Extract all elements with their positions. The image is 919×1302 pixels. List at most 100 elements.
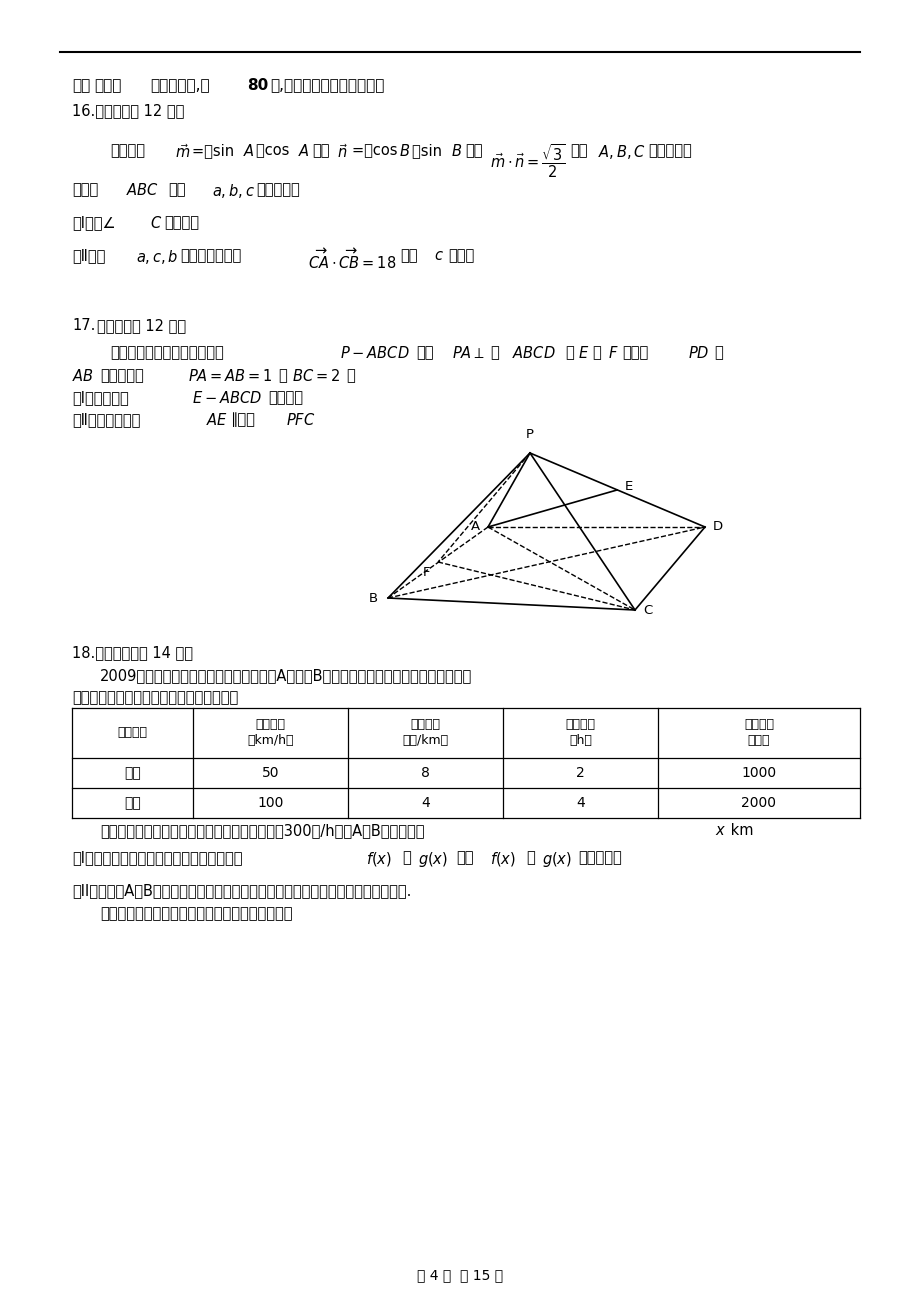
Text: 第 4 页  共 15 页: 第 4 页 共 15 页: [416, 1268, 503, 1282]
Text: 2009年某公司要将一批不易存放的蔬菜从A地运到B地，有汽车、火车两种运输工具可供选: 2009年某公司要将一批不易存放的蔬菜从A地运到B地，有汽车、火车两种运输工具可…: [100, 668, 471, 684]
Text: $f(x)$: $f(x)$: [490, 850, 516, 868]
Text: 2: 2: [575, 766, 584, 780]
Text: 三角形: 三角形: [72, 182, 98, 197]
Text: 成等比数列，且: 成等比数列，且: [180, 247, 241, 263]
Text: $PFC$: $PFC$: [286, 411, 315, 428]
Text: ，: ，: [564, 345, 573, 359]
Text: 的值。: 的值。: [448, 247, 473, 263]
Text: $\vec{m}\cdot\vec{n}=\dfrac{\sqrt{3}}{2}$: $\vec{m}\cdot\vec{n}=\dfrac{\sqrt{3}}{2}…: [490, 143, 565, 181]
Text: =（cos: =（cos: [352, 143, 402, 158]
Text: B: B: [369, 591, 378, 604]
Text: （km/h）: （km/h）: [247, 734, 293, 747]
Text: $B$: $B$: [399, 143, 410, 159]
Text: $f(x)$: $f(x)$: [366, 850, 391, 868]
Text: 火车: 火车: [124, 796, 141, 810]
Text: （元/km）: （元/km）: [402, 734, 448, 747]
Text: ，且: ，且: [570, 143, 587, 158]
Text: $c$: $c$: [434, 247, 443, 263]
Text: （II）试根据A、B两地距离大小比较采用哪种运输工具比较好（即运输总费用最小）.: （II）试根据A、B两地距离大小比较采用哪种运输工具比较好（即运输总费用最小）.: [72, 883, 411, 898]
Text: （Ⅱ）若: （Ⅱ）若: [72, 247, 106, 263]
Text: （Ⅰ）求∠: （Ⅰ）求∠: [72, 215, 116, 230]
Text: 若这批蔬菜在运输过程（含装卸时间）中损耗为300元/h，设A、B两地距离为: 若这批蔬菜在运输过程（含装卸时间）中损耗为300元/h，设A、B两地距离为: [100, 823, 424, 838]
Text: 、: 、: [526, 850, 534, 865]
Text: 汽车: 汽车: [124, 766, 141, 780]
Text: ∥平面: ∥平面: [230, 411, 255, 427]
Text: $P-ABCD$: $P-ABCD$: [340, 345, 409, 361]
Text: C: C: [642, 604, 652, 617]
Text: $E-ABCD$: $E-ABCD$: [192, 391, 262, 406]
Text: D: D: [712, 521, 722, 534]
Text: $PD$: $PD$: [687, 345, 709, 361]
Text: （Ⅰ）求四棱锥: （Ⅰ）求四棱锥: [72, 391, 129, 405]
Text: 分别是锐角: 分别是锐角: [647, 143, 691, 158]
Text: $a,b,c$: $a,b,c$: [211, 182, 255, 201]
Text: 已知向量: 已知向量: [110, 143, 145, 158]
Text: 50: 50: [262, 766, 279, 780]
Text: $E$: $E$: [577, 345, 588, 361]
Text: E: E: [624, 479, 632, 492]
Text: 4: 4: [575, 796, 584, 810]
Text: ，: ，: [346, 368, 355, 383]
Text: 的表达式；: 的表达式；: [577, 850, 621, 865]
Text: 2000: 2000: [741, 796, 776, 810]
Text: km: km: [725, 823, 753, 838]
Text: 面: 面: [490, 345, 498, 359]
Text: $AB$: $AB$: [72, 368, 94, 384]
Text: A: A: [471, 521, 480, 534]
Text: $g(x)$: $g(x)$: [417, 850, 448, 868]
Text: $A,B,C$: $A,B,C$: [597, 143, 645, 161]
Text: 的体积；: 的体积；: [267, 391, 302, 405]
Text: ，sin: ，sin: [412, 143, 446, 158]
Text: （h）: （h）: [569, 734, 591, 747]
Text: 如图，在底面是矩形的四棱锥: 如图，在底面是矩形的四棱锥: [110, 345, 223, 359]
Text: 装卸费用: 装卸费用: [743, 719, 773, 732]
Text: 所对的角。: 所对的角。: [255, 182, 300, 197]
Text: $\overrightarrow{CA}\cdot\overrightarrow{CB}=18$: $\overrightarrow{CA}\cdot\overrightarrow…: [308, 247, 396, 272]
Text: ），: ），: [312, 143, 329, 158]
Text: 中，: 中，: [415, 345, 433, 359]
Text: $A$: $A$: [243, 143, 255, 159]
Text: $a,c,b$: $a,c,b$: [136, 247, 178, 266]
Text: 80: 80: [246, 78, 268, 92]
Text: 为别为: 为别为: [621, 345, 648, 359]
Text: $\vec{m}$: $\vec{m}$: [175, 143, 190, 161]
Text: 、: 、: [591, 345, 600, 359]
Text: （共６小题,共: （共６小题,共: [150, 78, 210, 92]
Text: $\vec{n}$: $\vec{n}$: [336, 143, 347, 161]
Text: 18.（本小题满分 14 分）: 18.（本小题满分 14 分）: [72, 644, 193, 660]
Text: 装卸时间: 装卸时间: [565, 719, 595, 732]
Text: $ABC$: $ABC$: [126, 182, 159, 198]
Text: 8: 8: [421, 766, 429, 780]
Text: 三．: 三．: [72, 78, 90, 92]
Text: （I）设采用汽车与火车运输的总费用分别为: （I）设采用汽车与火车运输的总费用分别为: [72, 850, 243, 865]
Text: ），: ），: [464, 143, 482, 158]
Text: 途中费用: 途中费用: [410, 719, 440, 732]
Text: $g(x)$: $g(x)$: [541, 850, 572, 868]
Text: 4: 4: [421, 796, 429, 810]
Text: （本题满分 12 分）: （本题满分 12 分）: [96, 318, 186, 333]
Text: 分,请写出必要的解题步骤）: 分,请写出必要的解题步骤）: [269, 78, 384, 92]
Text: 解答题: 解答题: [94, 78, 121, 92]
Text: （Ⅱ）求证：直线: （Ⅱ）求证：直线: [72, 411, 141, 427]
Text: ，: ，: [278, 368, 287, 383]
Text: $x$: $x$: [714, 823, 725, 838]
Text: 途中速度: 途中速度: [255, 719, 285, 732]
Text: 运输工具: 运输工具: [118, 727, 147, 740]
Text: $C$: $C$: [150, 215, 162, 230]
Text: P: P: [526, 428, 533, 441]
Text: 1000: 1000: [741, 766, 776, 780]
Text: 17.: 17.: [72, 318, 96, 333]
Text: ，求: ，求: [456, 850, 473, 865]
Text: （注：总费用＝途中费用＋装卸费用＋损耗费用）: （注：总费用＝途中费用＋装卸费用＋损耗费用）: [100, 906, 292, 921]
Text: =（sin: =（sin: [192, 143, 239, 158]
Text: ，求: ，求: [400, 247, 417, 263]
Text: ，cos: ，cos: [255, 143, 294, 158]
Text: $B$: $B$: [450, 143, 461, 159]
Text: 、: 、: [402, 850, 410, 865]
Text: $BC=2$: $BC=2$: [291, 368, 340, 384]
Text: 的中点，且: 的中点，且: [100, 368, 143, 383]
Text: $AE$: $AE$: [206, 411, 228, 428]
Text: $ABCD$: $ABCD$: [512, 345, 555, 361]
Text: $A$: $A$: [298, 143, 310, 159]
Text: 100: 100: [257, 796, 283, 810]
